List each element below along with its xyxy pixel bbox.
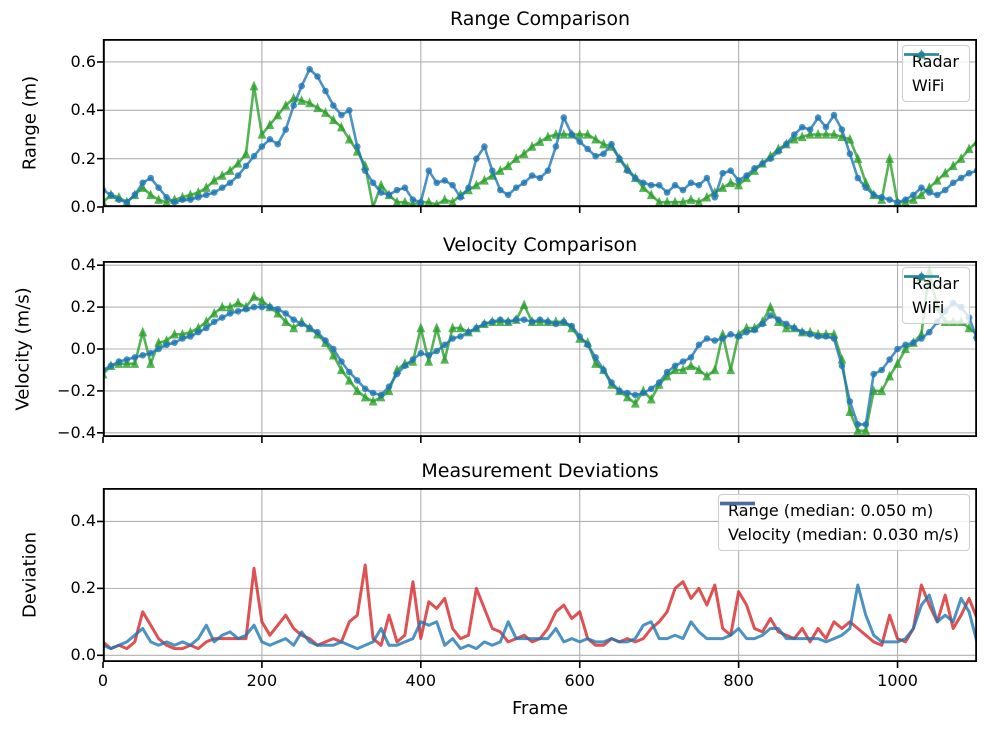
velocity-plot-area: Radar WiFi	[97, 260, 978, 443]
y-tick-label: 0.2	[70, 297, 96, 317]
range-legend: Radar WiFi	[901, 45, 970, 102]
legend-entry-velocity-deviation: Velocity (median: 0.030 m/s)	[720, 501, 959, 545]
legend-label: WiFi	[911, 298, 945, 317]
deviation-plot-area: Range (median: 0.050 m) Velocity (median…	[97, 487, 978, 668]
deviation-legend: Range (median: 0.050 m) Velocity (median…	[718, 494, 970, 551]
x-tick-label: 600	[564, 671, 595, 690]
x-axis-label: Frame	[511, 698, 569, 719]
y-tick-label: 0.0	[70, 645, 96, 665]
legend-entry-wifi: WiFi	[903, 51, 959, 96]
deviation-plot-title: Measurement Deviations	[421, 460, 659, 482]
legend-label: Range (median: 0.050 m)	[728, 501, 934, 520]
legend-label: WiFi	[911, 76, 945, 95]
y-tick-label: 0.4	[70, 255, 96, 275]
wifi-line-icon	[903, 273, 939, 280]
y-tick-label: 0.2	[70, 148, 96, 168]
legend-entry-wifi: WiFi	[903, 273, 959, 318]
velocity-deviation-line-icon	[720, 501, 755, 506]
y-tick-label: 0.0	[70, 197, 96, 216]
y-tick-label: −0.4	[57, 422, 96, 442]
wifi-line-icon	[903, 51, 939, 58]
y-tick-label: 0.0	[70, 339, 96, 358]
x-tick-label: 200	[246, 671, 278, 690]
legend-label: Velocity (median: 0.030 m/s)	[728, 525, 959, 544]
x-tick-label: 1000	[877, 671, 918, 690]
velocity-plot-title: Velocity Comparison	[442, 234, 638, 256]
y-tick-label: −0.2	[57, 380, 96, 400]
range-plot-title: Range Comparison	[449, 8, 631, 30]
y-tick-label: 0.6	[70, 51, 96, 71]
x-tick-label: 400	[405, 671, 437, 690]
y-tick-label: 0.4	[70, 100, 96, 120]
x-tick-label: 800	[723, 671, 754, 690]
legend-entry-range-deviation: Range (median: 0.050 m)	[720, 500, 959, 521]
velocity-y-axis-label: Velocity (m/s)	[12, 287, 34, 411]
y-tick-label: 0.2	[70, 578, 96, 598]
deviation-y-axis-label: Deviation	[19, 531, 41, 619]
range-plot-area: Radar WiFi	[97, 38, 978, 213]
velocity-legend: Radar WiFi	[901, 267, 970, 324]
x-tick-label: 0	[97, 671, 109, 690]
y-tick-label: 0.4	[70, 511, 96, 531]
